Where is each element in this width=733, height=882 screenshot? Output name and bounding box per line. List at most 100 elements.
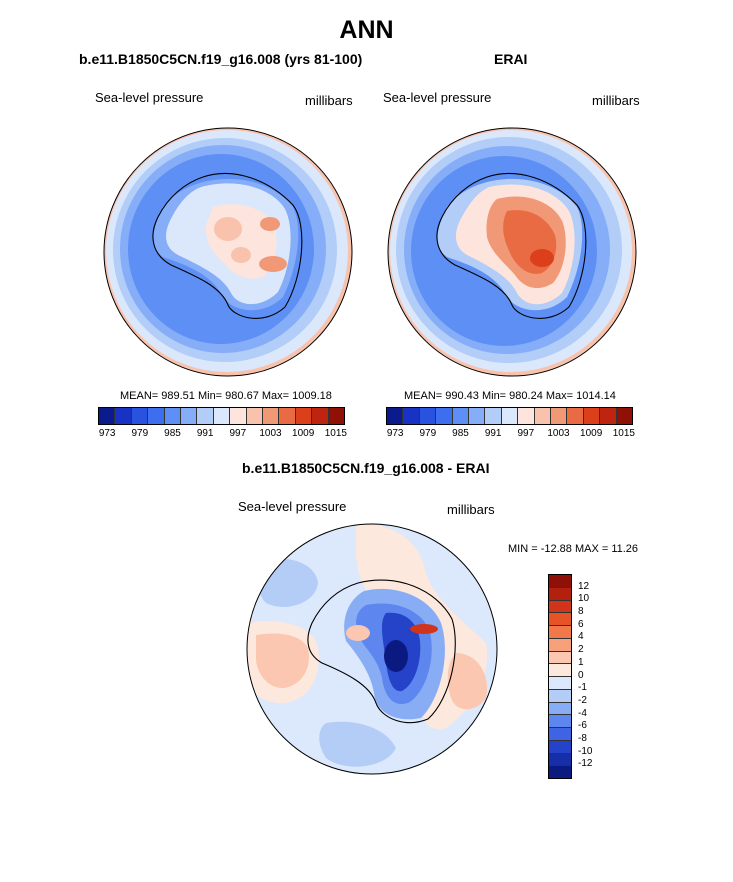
colorbar-swatch bbox=[501, 408, 519, 424]
colorbar-tick-label: 1 bbox=[578, 656, 584, 668]
map-high-max bbox=[530, 249, 554, 267]
colorbar-swatch bbox=[549, 728, 571, 741]
colorbar-swatch bbox=[99, 408, 116, 424]
colorbar-tick-label: 1003 bbox=[547, 428, 570, 439]
colorbar-swatch bbox=[403, 408, 420, 424]
colorbar-tick-label: 985 bbox=[164, 428, 181, 439]
colorbar-tick-label: 973 bbox=[386, 428, 404, 439]
colorbar-tick-label: 997 bbox=[229, 428, 247, 439]
colorbar-swatch bbox=[419, 408, 437, 424]
colorbar-swatch bbox=[549, 677, 571, 690]
panel-model-stats: MEAN= 989.51 Min= 980.67 Max= 1009.18 bbox=[120, 390, 332, 402]
polar-map-diff bbox=[246, 523, 498, 775]
colorbar-swatch bbox=[452, 408, 470, 424]
map-coastline bbox=[307, 579, 456, 724]
colorbar-tick-label: 979 bbox=[131, 428, 149, 439]
colorbar-swatch bbox=[387, 408, 404, 424]
colorbar-swatch bbox=[230, 408, 247, 424]
map-high-cell-b bbox=[260, 217, 280, 231]
diff-stats: MIN = -12.88 MAX = 11.26 bbox=[508, 543, 639, 555]
diff-units: millibars bbox=[447, 502, 495, 517]
map-high-cell-a bbox=[214, 217, 242, 241]
colorbar-tick-label: 8 bbox=[578, 606, 584, 618]
map-pos-peninsula bbox=[346, 625, 370, 641]
colorbar-tick-label: 979 bbox=[419, 428, 437, 439]
colorbar-swatch bbox=[469, 408, 486, 424]
colorbar-tick-label: 991 bbox=[196, 428, 214, 439]
colorbar-tick-label: 1009 bbox=[580, 428, 603, 439]
colorbar-tick-label: 991 bbox=[484, 428, 502, 439]
colorbar-tick-label: -2 bbox=[578, 694, 587, 706]
colorbar-swatch bbox=[148, 408, 165, 424]
panel-obs-title: ERAI bbox=[494, 51, 528, 67]
colorbar-tick-label: -12 bbox=[578, 758, 593, 770]
colorbar-swatch bbox=[567, 408, 584, 424]
colorbar-swatch bbox=[549, 664, 571, 677]
colorbar-swatch bbox=[246, 408, 264, 424]
panel-obs-stats: MEAN= 990.43 Min= 980.24 Max= 1014.14 bbox=[404, 390, 616, 402]
colorbar-swatch bbox=[485, 408, 502, 424]
panel-model-units: millibars bbox=[305, 93, 353, 108]
map-border bbox=[387, 127, 637, 377]
colorbar-swatch bbox=[549, 575, 571, 588]
colorbar-tick-label: 1015 bbox=[612, 428, 635, 439]
colorbar-swatch bbox=[213, 408, 231, 424]
colorbar-swatch bbox=[436, 408, 453, 424]
colorbar-obs bbox=[386, 407, 633, 425]
colorbar-tick-label: 2 bbox=[578, 644, 584, 656]
colorbar-tick-label: 973 bbox=[98, 428, 116, 439]
map-coastline bbox=[436, 173, 587, 319]
map-pos-spot bbox=[410, 624, 438, 634]
colorbar-swatch bbox=[534, 408, 552, 424]
colorbar-swatch bbox=[549, 638, 571, 652]
colorbar-tick-label: -1 bbox=[578, 682, 587, 694]
diff-variable: Sea-level pressure bbox=[238, 499, 347, 514]
colorbar-swatch bbox=[549, 626, 571, 639]
colorbar-swatch bbox=[279, 408, 296, 424]
colorbar-swatch bbox=[518, 408, 535, 424]
panel-obs-variable: Sea-level pressure bbox=[383, 90, 492, 105]
colorbar-model bbox=[98, 407, 345, 425]
colorbar-swatch bbox=[549, 613, 571, 626]
colorbar-swatch bbox=[549, 587, 571, 601]
colorbar-swatch bbox=[549, 689, 571, 703]
colorbar-tick-label: 1015 bbox=[324, 428, 347, 439]
colorbar-swatch bbox=[312, 408, 329, 424]
colorbar-tick-label: 6 bbox=[578, 618, 584, 630]
colorbar-tick-label: -4 bbox=[578, 707, 587, 719]
colorbar-swatch bbox=[549, 600, 571, 614]
colorbar-swatch bbox=[549, 740, 571, 754]
colorbar-tick-label: 12 bbox=[578, 580, 590, 592]
map-neg-min bbox=[384, 640, 408, 672]
colorbar-swatch bbox=[263, 408, 280, 424]
colorbar-tick-label: -10 bbox=[578, 745, 593, 757]
colorbar-swatch bbox=[197, 408, 214, 424]
colorbar-swatch bbox=[549, 753, 571, 767]
colorbar-tick-label: 997 bbox=[517, 428, 535, 439]
colorbar-swatch bbox=[115, 408, 132, 424]
colorbar-swatch bbox=[583, 408, 601, 424]
map-border bbox=[103, 127, 353, 377]
main-title: ANN bbox=[339, 16, 394, 44]
colorbar-swatch bbox=[131, 408, 149, 424]
map-coastline bbox=[152, 173, 303, 319]
map-neg-south bbox=[319, 721, 396, 767]
map-border bbox=[246, 523, 498, 775]
panel-model-variable: Sea-level pressure bbox=[95, 90, 204, 105]
colorbar-diff bbox=[548, 574, 572, 779]
colorbar-swatch bbox=[328, 408, 345, 424]
colorbar-tick-label: 1003 bbox=[259, 428, 282, 439]
colorbar-swatch bbox=[549, 702, 571, 716]
panel-model-title: b.e11.B1850C5CN.f19_g16.008 (yrs 81-100) bbox=[79, 51, 363, 67]
colorbar-swatch bbox=[549, 651, 571, 665]
colorbar-tick-label: 4 bbox=[578, 631, 584, 643]
colorbar-tick-label: 985 bbox=[452, 428, 469, 439]
colorbar-swatch bbox=[549, 766, 571, 778]
map-pos-east-core bbox=[447, 653, 487, 710]
colorbar-swatch bbox=[616, 408, 633, 424]
colorbar-swatch bbox=[295, 408, 313, 424]
colorbar-swatch bbox=[549, 715, 571, 728]
colorbar-tick-label: -8 bbox=[578, 732, 587, 744]
diff-title: b.e11.B1850C5CN.f19_g16.008 - ERAI bbox=[242, 460, 490, 476]
colorbar-swatch bbox=[551, 408, 568, 424]
